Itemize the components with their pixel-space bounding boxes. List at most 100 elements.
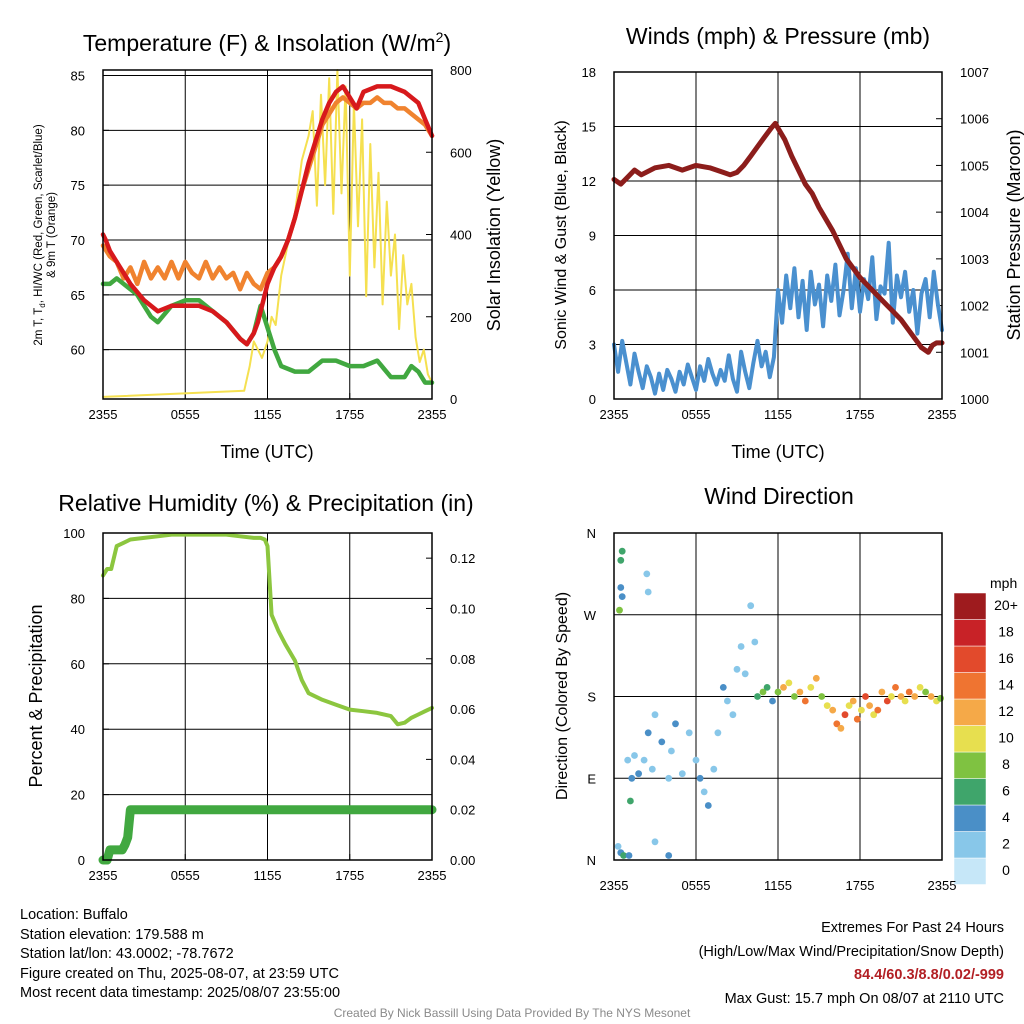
temperature-x-tick-label: 2355 (418, 407, 447, 422)
direction-point (862, 693, 869, 700)
credit-line: Created By Nick Bassill Using Data Provi… (333, 1006, 691, 1020)
direction-point (897, 693, 905, 700)
humidity-y-axis-label: Percent & Precipitation (26, 604, 46, 787)
direction-point (741, 670, 749, 678)
extremes-subheading: (High/Low/Max Wind/Precipitation/Snow De… (698, 943, 1004, 960)
speed-legend-swatch (953, 619, 987, 647)
temperature-right-tick-label: 400 (450, 228, 472, 243)
direction-x-tick-label: 1755 (846, 878, 875, 893)
direction-x-tick-label: 0555 (682, 878, 711, 893)
winds-left-tick-label: 12 (582, 174, 596, 189)
direction-point (668, 747, 675, 755)
winds-right-tick-label: 1001 (960, 345, 989, 360)
direction-point (658, 738, 666, 746)
direction-point (672, 720, 679, 728)
speed-legend-label: 10 (998, 730, 1014, 746)
direction-point (651, 711, 659, 719)
direction-x-tick-label: 2355 (928, 878, 957, 893)
direction-point (710, 765, 718, 773)
direction-point (774, 688, 782, 696)
humidity-right-tick-label: 0.12 (450, 551, 475, 566)
speed-legend-label: 0 (1002, 862, 1010, 878)
speed-legend: 0 2 4 6 8 10 12 14 16 18 20+ (953, 592, 1018, 885)
station-elevation: Station elevation: 179.588 m (20, 926, 204, 943)
direction-point (818, 693, 826, 700)
direction-point (901, 697, 909, 705)
speed-legend-swatch (953, 592, 987, 620)
direction-point (696, 774, 704, 782)
direction-point (665, 852, 673, 859)
speed-legend-swatch (953, 778, 987, 806)
direction-point (644, 729, 652, 737)
direction-point (888, 693, 895, 700)
direction-point (618, 593, 626, 600)
direction-point (624, 756, 632, 764)
direction-point (685, 729, 693, 737)
direction-point (627, 797, 634, 805)
direction-point (665, 774, 673, 782)
direction-x-tick-label: 1155 (764, 878, 792, 893)
direction-point (911, 693, 919, 700)
direction-point (704, 802, 712, 809)
winds-left-tick-label: 0 (589, 392, 596, 407)
speed-legend-label: 6 (1002, 783, 1010, 799)
direction-y-tick-label: W (584, 608, 597, 623)
winds-y-axis-label: Sonic Wind & Gust (Blue, Black) (553, 120, 570, 349)
direction-point (763, 684, 771, 691)
direction-y-tick-label: N (587, 853, 596, 868)
humidity-right-tick-label: 0.08 (450, 652, 475, 667)
extremes-heading: Extremes For Past 24 Hours (821, 920, 1004, 936)
direction-point (737, 643, 745, 650)
extremes-summary: Extremes For Past 24 Hours (High/Low/Max… (699, 917, 1004, 1011)
humidity-chart-title: Relative Humidity (%) & Precipitation (i… (58, 490, 473, 516)
direction-point (759, 688, 767, 696)
winds-right-tick-label: 1005 (960, 158, 989, 173)
speed-legend-label: 16 (998, 650, 1014, 666)
direction-point (785, 679, 793, 687)
speed-legend-swatch (953, 751, 987, 779)
temperature-chart: Temperature (F) & Insolation (W/m2) 2m T… (33, 29, 504, 462)
extremes-values: 84.4/60.3/8.8/0.02/-999 (854, 967, 1004, 983)
winds-plot-frame (613, 71, 943, 400)
direction-point (729, 711, 737, 719)
winds-left-tick-label: 6 (589, 283, 596, 298)
temperature-x-axis-label: Time (UTC) (220, 442, 313, 462)
direction-point (724, 697, 731, 705)
figure-created: Figure created on Thu, 2025-08-07, at 23… (20, 965, 339, 982)
wind-direction-y-axis-label: Direction (Colored By Speed) (554, 592, 571, 800)
winds-left-tick-label: 15 (582, 120, 596, 135)
direction-point (837, 724, 845, 732)
direction-point (922, 688, 929, 696)
direction-point (878, 688, 886, 696)
temperature-chart-title: Temperature (F) & Insolation (W/m2) (83, 29, 451, 56)
humidity-right-tick-label: 0.02 (450, 803, 475, 818)
direction-point (747, 602, 755, 610)
direction-point (614, 843, 622, 850)
station-location: Location: Buffalo (20, 907, 128, 923)
direction-point (858, 706, 865, 714)
speed-legend-swatch (953, 672, 987, 700)
direction-point (870, 711, 878, 719)
direction-point (892, 684, 899, 691)
humidity-left-tick-label: 40 (71, 722, 85, 737)
temperature-right-tick-label: 800 (450, 63, 472, 78)
winds-chart: Winds (mph) & Pressure (mb) Sonic Wind &… (553, 23, 1024, 462)
direction-y-tick-label: S (587, 690, 596, 705)
winds-right-tick-label: 1004 (960, 205, 989, 220)
speed-legend-label: 4 (1002, 809, 1010, 825)
direction-points (614, 547, 944, 859)
temperature-y-axis-label: 2m T, Td, HI/WC (Red, Green, Scarlet/Blu… (33, 124, 47, 345)
humidity-chart: Relative Humidity (%) & Precipitation (i… (26, 490, 475, 883)
humidity-right-tick-label: 0.10 (450, 601, 475, 616)
direction-point (791, 693, 798, 700)
direction-point (751, 638, 759, 646)
winds-right-tick-label: 1006 (960, 112, 989, 127)
direction-plot-frame (613, 532, 943, 861)
direction-point (631, 752, 638, 759)
direction-point (937, 694, 944, 702)
temperature-right-tick-label: 200 (450, 310, 472, 325)
direction-point (829, 706, 837, 714)
direction-point (733, 665, 741, 673)
direction-point (617, 584, 625, 591)
